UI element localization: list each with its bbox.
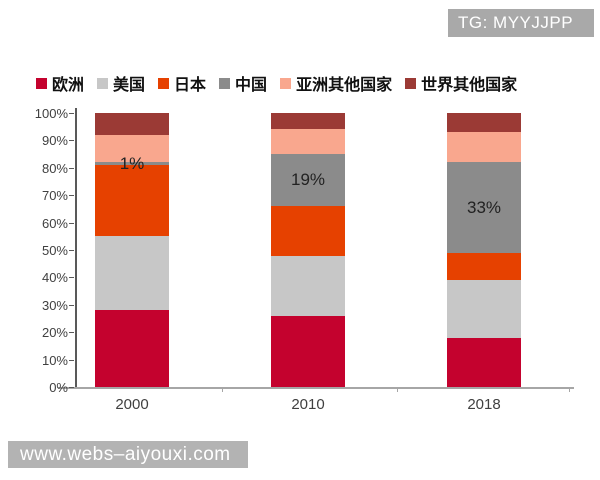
y-axis-tick-mark [69, 113, 74, 114]
bar-segment: 33% [447, 162, 521, 253]
bar-segment [95, 236, 169, 311]
chart-legend: 欧洲 美国 日本 中国 亚洲其他国家 世界其他国家 [36, 71, 530, 95]
legend-item: 中国 [219, 71, 267, 95]
bar-segment [271, 315, 345, 387]
bar-segment [95, 310, 169, 387]
y-axis-tick-label: 20% [41, 325, 68, 341]
legend-label: 美国 [113, 75, 146, 94]
legend-label: 欧洲 [52, 75, 85, 94]
x-axis-tick-mark [569, 387, 570, 392]
y-axis-tick-label: 90% [41, 133, 68, 149]
bar-segment [271, 113, 345, 130]
y-axis-tick-mark [69, 304, 74, 306]
watermark: www.webs–aiyouxi.com [8, 441, 248, 468]
bar-segment [95, 113, 169, 135]
y-axis-tick-mark [69, 387, 74, 388]
y-axis-tick-mark [69, 250, 74, 251]
bar-segment [95, 165, 169, 237]
y-axis-tick-mark [69, 277, 74, 279]
y-axis-tick-mark [69, 359, 74, 361]
y-axis-tick-mark [69, 167, 74, 169]
stacked-bar-2018: 33% [447, 113, 521, 387]
bar-segment: 1% [95, 154, 169, 173]
legend-swatch-icon [158, 77, 170, 89]
data-label: 33% [466, 197, 502, 217]
legend-item: 世界其他国家 [405, 71, 517, 95]
bar-segment [447, 132, 521, 163]
y-axis-tick-mark [69, 222, 74, 224]
y-axis-tick-label: 100% [34, 106, 68, 121]
bar-segment [271, 206, 345, 256]
stacked-bar-2010: 19% [271, 113, 345, 387]
x-axis-line [58, 387, 574, 389]
legend-swatch-icon [97, 77, 109, 89]
legend-item: 日本 [158, 71, 206, 95]
y-axis-tick-label: 50% [41, 243, 68, 258]
legend-swatch-icon [405, 77, 417, 89]
legend-label: 日本 [174, 75, 207, 94]
y-axis-tick-label: 10% [41, 352, 68, 368]
y-axis-tick-label: 70% [41, 188, 68, 204]
x-axis-tick-label: 2000 [115, 396, 149, 413]
bar-segment: 19% [271, 154, 345, 207]
legend-swatch-icon [280, 77, 292, 89]
y-axis-tick-label: 60% [41, 215, 68, 231]
y-axis-labels: 100% 90% 80% 70% 60% 50% 40% 30% 20% 10% 0% [0, 106, 68, 395]
bar-segment [271, 255, 345, 316]
y-axis-tick-mark [69, 140, 74, 142]
y-axis-tick-label: 30% [41, 297, 68, 313]
bar-segment [95, 134, 169, 163]
y-axis-line [75, 108, 77, 388]
legend-swatch-icon [219, 77, 231, 89]
y-axis-tick-mark [69, 195, 74, 197]
stacked-bar-2000: 1% [95, 113, 169, 387]
bar-segment [447, 337, 521, 387]
bar-segment [447, 113, 521, 133]
plot-area: 1% 19% 33% [69, 113, 570, 392]
bar-segment [271, 129, 345, 155]
bar-segment [447, 280, 521, 338]
y-axis-tick-mark [69, 332, 74, 334]
legend-item: 亚洲其他国家 [280, 71, 392, 95]
x-axis-tick-mark [222, 387, 223, 392]
legend-label: 世界其他国家 [421, 75, 518, 94]
y-axis-tick-label: 0% [49, 380, 68, 395]
x-axis-tick-mark [397, 387, 398, 392]
y-axis-tick-label: 40% [41, 270, 68, 286]
legend-label: 中国 [235, 75, 268, 94]
legend-item: 美国 [97, 71, 145, 95]
x-axis-tick-label: 2010 [291, 396, 325, 413]
x-axis-tick-label: 2018 [467, 396, 501, 413]
legend-label: 亚洲其他国家 [296, 75, 393, 94]
y-axis-tick-label: 80% [41, 160, 68, 176]
data-label: 1% [119, 153, 145, 173]
tg-badge: TG: MYYJJPP [448, 9, 594, 37]
legend-item: 欧洲 [36, 71, 84, 95]
legend-swatch-icon [36, 77, 47, 89]
bar-segment [447, 252, 521, 281]
data-label: 19% [290, 170, 326, 190]
